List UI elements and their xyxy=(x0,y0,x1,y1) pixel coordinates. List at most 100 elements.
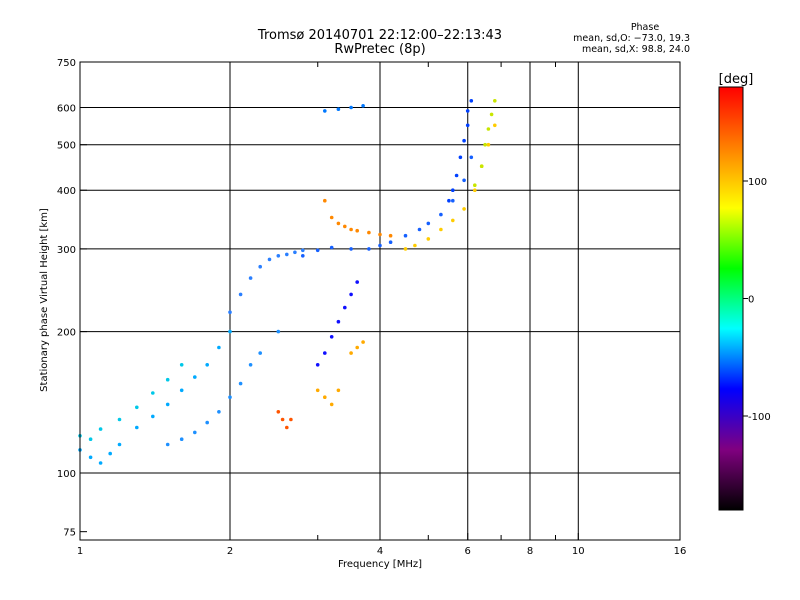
data-point xyxy=(248,276,253,280)
data-point xyxy=(349,351,353,355)
data-point xyxy=(473,188,477,192)
colorbar-label: [deg] xyxy=(719,72,754,87)
y-tick-label: 75 xyxy=(63,528,76,539)
y-tick-label: 400 xyxy=(57,186,76,197)
data-point xyxy=(479,164,484,168)
data-point xyxy=(361,340,365,344)
colorbar: [deg] 100 0 -100 xyxy=(718,72,771,511)
data-point xyxy=(205,363,209,367)
data-point xyxy=(336,221,341,226)
data-point xyxy=(315,363,320,367)
data-point xyxy=(469,155,474,160)
data-point xyxy=(193,430,197,435)
data-point xyxy=(447,198,451,203)
data-point xyxy=(276,254,281,258)
x-axis-label: Frequency [MHz] xyxy=(338,559,422,570)
data-point xyxy=(135,425,139,430)
data-point xyxy=(486,142,491,147)
phase-heading: Phase xyxy=(631,22,660,33)
data-point xyxy=(493,123,497,128)
colorbar-tick-label: -100 xyxy=(748,412,771,423)
y-axis-label: Stationary phase Virtual Height [km] xyxy=(39,208,50,392)
data-point xyxy=(165,377,170,382)
data-point xyxy=(248,363,253,367)
data-point xyxy=(329,245,334,250)
data-point xyxy=(98,427,103,431)
data-point xyxy=(323,198,327,203)
data-point xyxy=(301,254,305,258)
data-point xyxy=(151,414,155,419)
data-point xyxy=(465,123,470,128)
data-point xyxy=(165,402,170,407)
data-point xyxy=(426,237,431,241)
x-tick-label: 10 xyxy=(572,546,585,557)
data-point xyxy=(323,109,327,113)
data-point xyxy=(285,425,289,430)
data-point xyxy=(165,442,170,447)
y-tick-label: 500 xyxy=(57,141,76,152)
data-point xyxy=(117,417,122,422)
data-point xyxy=(238,292,243,297)
data-point xyxy=(454,173,459,178)
data-point xyxy=(486,127,491,131)
data-point xyxy=(228,395,232,400)
plot-area: 1 2 4 6 8 10 16 75 100 200 300 400 500 600 750 xyxy=(57,58,686,557)
colorbar-tick-label: 100 xyxy=(748,177,767,188)
y-tick-label: 300 xyxy=(57,245,76,256)
data-point xyxy=(276,410,281,414)
data-point xyxy=(378,232,382,237)
data-point xyxy=(413,243,417,248)
phase-stats-o: mean, sd,O: −73.0, 19.3 xyxy=(573,33,690,44)
data-point xyxy=(388,233,393,238)
data-point xyxy=(349,105,353,110)
data-point xyxy=(426,221,431,226)
data-point xyxy=(355,280,360,284)
data-point xyxy=(179,363,184,367)
data-point xyxy=(205,420,209,425)
data-point xyxy=(451,198,455,203)
data-point xyxy=(276,329,281,334)
data-point xyxy=(88,437,93,442)
data-point xyxy=(267,257,272,262)
data-point xyxy=(329,215,334,220)
data-point xyxy=(108,451,112,456)
data-point xyxy=(193,375,197,379)
x-tick-label: 8 xyxy=(527,546,533,557)
data-point xyxy=(473,183,477,187)
data-point xyxy=(228,329,232,334)
data-point xyxy=(117,442,122,447)
data-point xyxy=(135,405,139,410)
data-point xyxy=(439,212,443,217)
data-point xyxy=(469,99,474,103)
data-point xyxy=(343,305,347,310)
data-point xyxy=(349,227,353,232)
colorbar-gradient xyxy=(718,86,744,511)
data-point xyxy=(355,228,360,233)
colorbar-tick-label: 0 xyxy=(748,295,754,306)
data-point xyxy=(403,233,408,238)
data-point xyxy=(217,410,221,414)
data-point xyxy=(315,388,320,393)
data-point xyxy=(355,345,360,350)
data-point xyxy=(228,310,232,315)
data-point xyxy=(98,461,103,465)
data-point xyxy=(343,224,347,229)
data-point xyxy=(403,247,408,251)
x-tick-label: 4 xyxy=(377,546,383,557)
data-point xyxy=(336,388,341,393)
data-point xyxy=(462,138,466,143)
data-point xyxy=(285,252,289,257)
data-point xyxy=(378,243,382,248)
y-tick-label: 100 xyxy=(57,469,76,480)
data-point xyxy=(315,248,320,253)
y-tick-label: 200 xyxy=(57,328,76,339)
data-point xyxy=(417,227,422,232)
data-point xyxy=(301,248,305,253)
data-point xyxy=(458,155,463,160)
data-point xyxy=(451,188,455,192)
data-point xyxy=(489,112,494,117)
data-point xyxy=(293,250,297,255)
y-tick-label: 750 xyxy=(57,58,76,69)
data-point xyxy=(367,247,371,251)
